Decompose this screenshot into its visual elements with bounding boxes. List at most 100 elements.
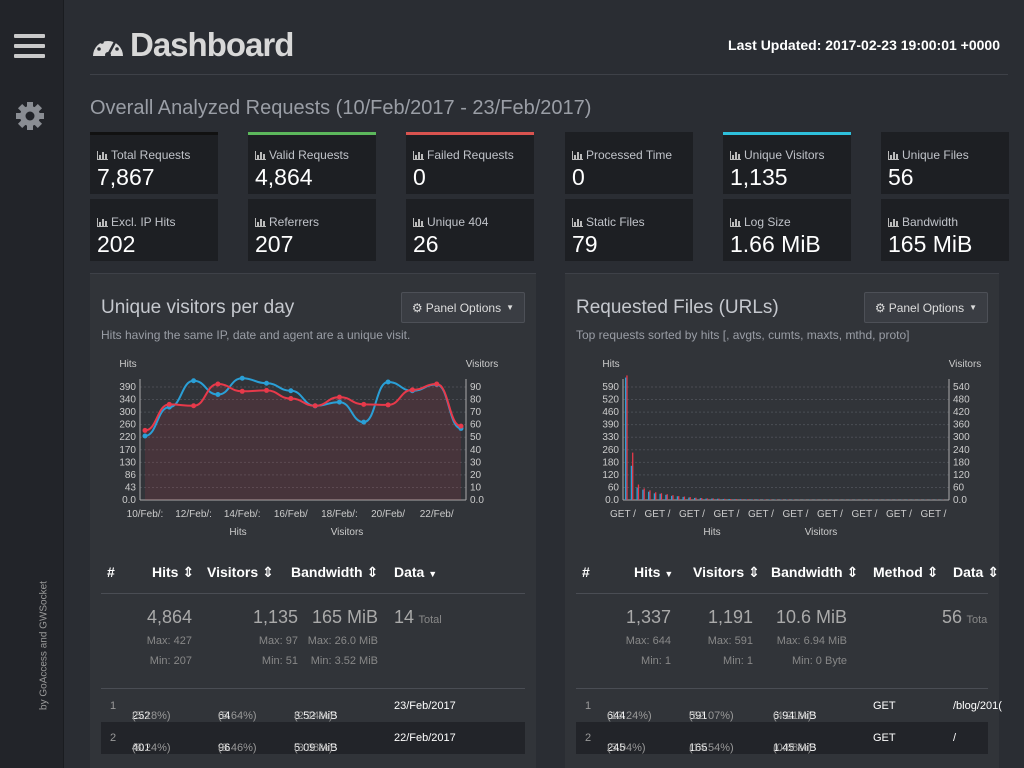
x-tick-label: 16/Feb/ (274, 509, 308, 520)
hits-point (191, 403, 197, 409)
gear-icon[interactable] (12, 98, 48, 134)
visitors-bar (630, 465, 633, 500)
stat-value: 26 (413, 231, 439, 257)
bar-chart-icon (888, 217, 899, 227)
visitors-point (191, 378, 197, 384)
stat-value: 0 (572, 164, 585, 190)
hits-point (385, 402, 391, 408)
bar-chart-icon (413, 217, 424, 227)
visitors-point (385, 379, 391, 385)
visitors-point (215, 392, 221, 398)
bar-chart-icon (888, 150, 899, 160)
visitors-bar (665, 494, 667, 500)
col-bandwidth[interactable]: Bandwidth ⇕ (291, 564, 379, 580)
stat-card: Log Size 1.66 MiB (723, 199, 851, 261)
hits-bar (689, 497, 691, 500)
sort-icon: ⇕ (182, 564, 195, 580)
panel-title: Unique visitors per day (101, 297, 295, 318)
stat-label: Failed Requests (413, 148, 514, 162)
panel-options-button[interactable]: ⚙ Panel Options ▼ (400, 292, 525, 323)
visitors-bar (642, 489, 644, 500)
panel-description: Hits having the same IP, date and agent … (101, 328, 411, 342)
visitors-bar (728, 498, 730, 500)
hits-point (458, 423, 464, 429)
y-axis-label-right: Visitors (949, 359, 982, 370)
y-tick-label: 20 (470, 470, 482, 481)
y-tick-label: 70 (470, 407, 482, 418)
table-row[interactable]: 2 401 (8.24%) 96 (8.46%) 5.09 MiB (3.08%… (101, 722, 525, 754)
stat-card: Failed Requests 0 (406, 132, 534, 194)
x-tick-label: GET / (783, 509, 809, 520)
divider (90, 74, 1008, 75)
x-tick-label: GET / (610, 509, 636, 520)
credit-text: by GoAccess and GWSocket (38, 581, 50, 710)
visitors-bar (694, 497, 696, 500)
col-data[interactable]: Data ▼ (394, 564, 438, 580)
cog-icon: ⚙ (411, 300, 423, 315)
panel-options-button[interactable]: ⚙ Panel Options ▼ (863, 292, 988, 323)
bar-chart-icon (255, 150, 266, 160)
stat-card: Bandwidth 165 MiB (881, 199, 1009, 261)
x-axis-label: Hits (703, 527, 720, 538)
panel-options-label: Panel Options (888, 300, 965, 315)
menu-icon[interactable] (14, 34, 45, 60)
stat-card: Processed Time 0 (565, 132, 693, 194)
dashboard-icon (93, 37, 123, 58)
hits-point (215, 381, 221, 387)
y-axis-label-right: Visitors (466, 359, 499, 370)
col-visitors[interactable]: Visitors ⇕ (693, 564, 760, 580)
col-bandwidth[interactable]: Bandwidth ⇕ (771, 564, 859, 580)
stat-card: Unique 404 26 (406, 199, 534, 261)
x-tick-label: GET / (679, 509, 705, 520)
y-tick-label: 40 (470, 445, 482, 456)
stat-card: Unique Files 56 (881, 132, 1009, 194)
stat-value: 4,864 (255, 164, 313, 190)
x-axis-label: Hits (229, 527, 246, 538)
col-hits[interactable]: Hits ⇕ (152, 564, 195, 580)
y-tick-label: 86 (125, 470, 137, 481)
y-tick-label: 390 (119, 382, 136, 393)
stat-value: 1,135 (730, 164, 788, 190)
visitors-bar (705, 498, 707, 500)
hits-point (142, 427, 148, 433)
hits-bar (632, 452, 634, 500)
stat-card: Valid Requests 4,864 (248, 132, 376, 194)
y-tick-label: 240 (953, 445, 970, 456)
hits-bar (701, 498, 703, 500)
table-row[interactable]: 1 252 (5.18%) 64 (5.64%) 3.52 MiB (2.14%… (110, 700, 456, 722)
table-header: # Hits ⇕ Visitors ⇕ Bandwidth ⇕ Data ▼ (101, 564, 525, 594)
y-tick-label: 360 (953, 420, 970, 431)
stat-value: 207 (255, 231, 294, 257)
x-tick-label: 20/Feb/ (371, 509, 405, 520)
caret-down-icon: ▼ (506, 303, 514, 312)
caret-down-icon: ▼ (969, 303, 977, 312)
visitors-chart: Hits Visitors 0.0 0.0 43 10 86 20 130 30 170 40 220 5… (119, 359, 499, 538)
stat-value: 56 (888, 164, 914, 190)
y-tick-label: 50 (470, 432, 482, 443)
bar-chart-icon (97, 217, 108, 227)
col-method[interactable]: Method ⇕ (873, 564, 939, 580)
hits-point (166, 401, 172, 407)
visitors-bar (717, 498, 719, 500)
x-tick-label: 22/Feb/ (420, 509, 454, 520)
stat-label: Total Requests (97, 148, 190, 162)
visitors-point (239, 375, 245, 381)
sidebar: by GoAccess and GWSocket (0, 0, 64, 768)
table-row[interactable]: 1 644 (13.24%) 591 (52.07%) 6.94 MiB (4.… (585, 700, 1002, 722)
stat-label: Static Files (572, 215, 645, 229)
col-hits[interactable]: Hits ▼ (634, 564, 674, 580)
hits-bar (626, 375, 628, 500)
col-visitors[interactable]: Visitors ⇕ (207, 564, 274, 580)
divider (101, 688, 525, 689)
hits-bar (741, 499, 743, 500)
y-tick-label: 480 (953, 395, 970, 406)
stat-label: Bandwidth (888, 215, 958, 229)
y-tick-label: 170 (119, 445, 136, 456)
y-tick-label: 0.0 (470, 495, 484, 506)
table-row[interactable]: 2 245 (5.04%) 165 (14.54%) 1.45 MiB (0.8… (576, 722, 988, 754)
stat-card: Referrers 207 (248, 199, 376, 261)
col-data[interactable]: Data ⇕ (953, 564, 999, 580)
y-axis-label-left: Hits (119, 359, 136, 370)
y-tick-label: 60 (953, 482, 965, 493)
